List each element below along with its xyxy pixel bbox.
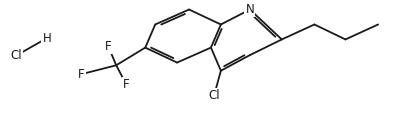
Text: Cl: Cl <box>10 49 22 62</box>
Text: F: F <box>123 78 130 92</box>
Text: Cl: Cl <box>208 89 220 102</box>
Text: N: N <box>246 3 254 16</box>
Text: F: F <box>105 40 111 53</box>
Text: F: F <box>78 68 85 81</box>
Text: H: H <box>43 32 51 45</box>
